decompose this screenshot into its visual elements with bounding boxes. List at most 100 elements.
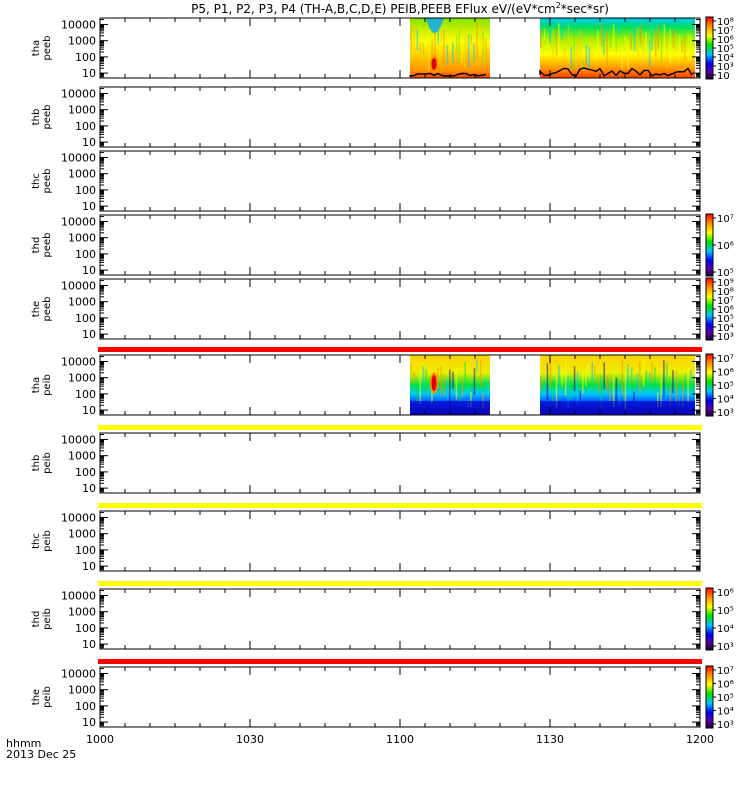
spectrogram-stripe [470, 35, 473, 45]
colorbar-label: 10⁷ [717, 354, 734, 365]
spectrogram-stripe [564, 359, 567, 396]
y-tick-label: 10 [82, 560, 96, 573]
y-tick-label: 100 [75, 184, 96, 197]
y-tick-label: 100 [75, 51, 96, 64]
y-tick-label: 10000 [61, 511, 96, 524]
y-tick-label: 100 [75, 466, 96, 479]
product-label: peib [42, 452, 53, 474]
probe-label: tha [31, 376, 42, 394]
spectrogram-stripe [579, 29, 582, 68]
spectrogram-stripe [681, 40, 683, 53]
y-tick-label: 100 [75, 388, 96, 401]
spectrogram-stripe [479, 24, 482, 46]
spectrogram-stripe [633, 28, 636, 52]
spectrogram-stripe [570, 381, 572, 400]
x-tick-label: 1200 [686, 733, 714, 746]
spectrogram-stripe [636, 27, 639, 64]
spectrogram-stripe [663, 360, 665, 398]
flag-bar [98, 581, 702, 586]
panel-y-label: thd peeb [31, 225, 53, 265]
y-tick-label: 100 [75, 700, 96, 713]
product-label: peib [42, 686, 53, 708]
spectrogram-stripe [549, 359, 552, 389]
colorbar-label: 10⁷ [717, 26, 734, 37]
spectrogram-stripe [470, 392, 472, 408]
product-label: peeb [42, 35, 53, 61]
spectrogram-stripe [636, 373, 639, 397]
y-tick-label: 1000 [68, 450, 96, 463]
spectrogram-stripe [543, 28, 546, 41]
y-tick-label: 1000 [68, 35, 96, 48]
colorbar-label: 10³ [717, 332, 734, 343]
spectrogram-stripe [627, 364, 629, 396]
colorbar-label: 10³ [717, 642, 734, 653]
y-tick-label: 1000 [68, 104, 96, 117]
y-tick-label: 1000 [68, 168, 96, 181]
spectrogram-stripe [555, 370, 558, 408]
y-tick-label: 1000 [68, 296, 96, 309]
spectrogram-stripe [437, 26, 440, 45]
colorbar-label: 10 [717, 71, 730, 82]
probe-label: thc [31, 173, 42, 189]
y-tick-label: 10 [82, 328, 96, 341]
spectrogram-stripe [591, 362, 593, 381]
panel-frame [99, 666, 701, 728]
low-flux-notch [426, 18, 444, 33]
spectrogram-stripe [482, 31, 484, 66]
spectrogram-stripe [588, 47, 591, 69]
spectrogram-stripe [461, 378, 464, 398]
spectrogram-stripe [413, 371, 415, 384]
spectrogram-stripe [552, 28, 554, 59]
colorbar [705, 353, 714, 417]
panel-y-label: tha peib [31, 365, 53, 405]
y-tick-label: 10000 [61, 215, 96, 228]
colorbar [705, 277, 714, 341]
potential-line [539, 67, 693, 77]
spectrogram-stripe [440, 365, 442, 396]
y-tick-label: 1000 [68, 684, 96, 697]
y-tick-label: 1000 [68, 232, 96, 245]
spectrogram-stripe [597, 30, 599, 55]
spectrogram-stripe [651, 25, 653, 51]
spectrogram-stripe [458, 29, 460, 63]
spectrogram-stripe [434, 27, 436, 66]
product-label: peib [42, 608, 53, 630]
spectrogram-stripe [621, 44, 623, 70]
spectrogram-stripe [675, 32, 677, 52]
spectrogram-stripe [591, 36, 593, 56]
spectrogram-stripe [476, 22, 478, 59]
spectrogram-stripe [561, 22, 563, 41]
spectrogram-stripe [675, 371, 678, 404]
y-tick-label: 10000 [61, 667, 96, 680]
spectrogram-stripe [467, 34, 470, 68]
spectrogram-stripe [666, 362, 668, 383]
y-tick-label: 10000 [61, 355, 96, 368]
spectrogram-stripe [461, 47, 463, 64]
spectrogram-stripe [621, 359, 624, 397]
panel-frame [99, 510, 701, 572]
panel-y-label: thd peib [31, 599, 53, 639]
panel-y-label: thc peeb [31, 161, 53, 201]
spectrogram-stripe [443, 374, 445, 397]
colorbar-label: 10⁷ [717, 666, 734, 677]
spectrogram-stripe [419, 41, 422, 53]
spectrogram-stripe [561, 366, 563, 387]
y-tick-label: 10000 [61, 589, 96, 602]
chart-title: P5, P1, P2, P3, P4 (TH-A,B,C,D,E) PEIB,P… [191, 1, 609, 16]
colorbar-label: 10⁸ [717, 287, 734, 298]
spectrogram-stripe [609, 373, 611, 402]
spectrogram-stripe [549, 22, 551, 43]
y-tick-label: 10000 [61, 18, 96, 31]
spectrogram-stripe [422, 42, 425, 56]
spectrogram-stripe [422, 366, 425, 388]
spectrogram-stripe [567, 375, 569, 409]
spectrogram-stripe [425, 60, 427, 70]
spectrogram-stripe [639, 24, 642, 45]
colorbar-label: 10⁶ [717, 35, 734, 46]
panel-y-label: thb peib [31, 443, 53, 483]
spectrogram-stripe [446, 379, 449, 401]
spectrogram-stripe [618, 24, 620, 34]
probe-label: tha [31, 39, 42, 57]
spectrogram-stripe [473, 368, 476, 396]
colorbar-label: 10⁶ [717, 368, 734, 379]
